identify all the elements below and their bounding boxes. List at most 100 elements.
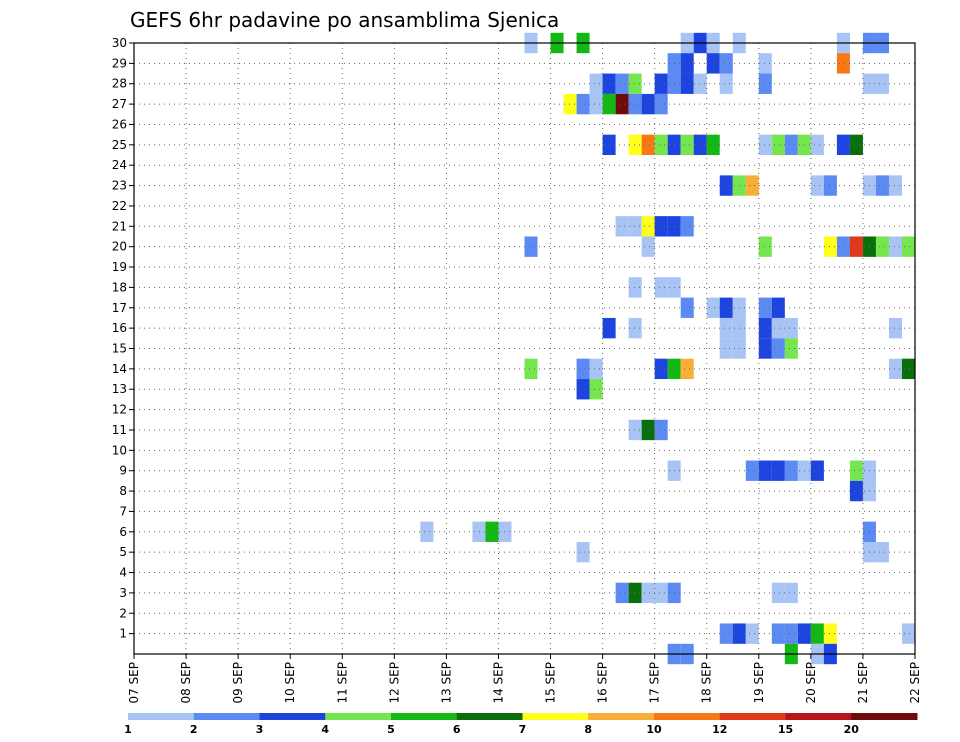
ensemble-cell (615, 93, 629, 115)
ensemble-cell (654, 134, 668, 156)
ensemble-cell (888, 358, 902, 380)
colorbar-segment (785, 713, 852, 720)
ensemble-cell (706, 134, 720, 156)
ensemble-cell (589, 379, 603, 400)
ensemble-cell (719, 317, 733, 339)
x-tick-label: 14 SEP (491, 662, 505, 704)
y-tick-label: 22 (112, 199, 127, 213)
ensemble-cell (693, 73, 707, 94)
ensemble-cell (719, 297, 733, 318)
ensemble-cell (654, 277, 668, 298)
ensemble-cell (888, 236, 902, 257)
y-tick-label: 10 (112, 443, 127, 457)
colorbar-label: 20 (844, 723, 860, 736)
ensemble-cell (654, 93, 668, 115)
ensemble-cell (472, 521, 486, 542)
colorbar-label: 6 (453, 723, 461, 736)
ensemble-cell (771, 317, 785, 339)
x-tick-label: 16 SEP (596, 662, 610, 704)
colorbar-segment (128, 713, 195, 720)
colorbar-label: 12 (712, 723, 727, 736)
ensemble-cell (420, 521, 434, 542)
ensemble-cell (784, 582, 798, 604)
y-tick-label: 9 (119, 464, 127, 478)
ensemble-cell (680, 358, 694, 380)
colorbar-label: 4 (321, 723, 329, 736)
ensemble-cell (745, 623, 759, 644)
ensemble-cell (680, 53, 694, 74)
y-tick-label: 25 (112, 138, 127, 152)
ensemble-cell (784, 317, 798, 339)
ensemble-cell (654, 216, 668, 237)
ensemble-cell (680, 73, 694, 94)
ensemble-cell (628, 317, 642, 339)
ensemble-cell (836, 53, 850, 74)
y-tick-label: 3 (119, 586, 127, 600)
y-tick-label: 7 (119, 504, 127, 518)
x-tick-label: 19 SEP (752, 662, 766, 704)
x-tick-label: 20 SEP (804, 662, 818, 704)
colorbar-label: 2 (190, 723, 198, 736)
ensemble-cell (784, 460, 798, 481)
x-tick-label: 17 SEP (648, 662, 662, 704)
ensemble-cell (719, 338, 733, 359)
x-axis: 07 SEP 08 SEP 09 SEP 10 SEP 11 SEP 12 SEP 13 S… (127, 654, 922, 704)
colorbar-label: 8 (584, 723, 592, 736)
colorbar-segment (522, 713, 589, 720)
x-tick-label: 12 SEP (387, 662, 401, 704)
ensemble-cell (706, 297, 720, 318)
ensemble-cell (758, 53, 772, 74)
ensemble-cell (784, 134, 798, 156)
ensemble-cell (875, 175, 889, 196)
ensemble-cell (771, 460, 785, 481)
colorbar-label: 10 (646, 723, 662, 736)
ensemble-cell (901, 358, 915, 380)
y-axis: 1234567891011121314151617181920212223242… (112, 36, 134, 641)
ensemble-cell (849, 460, 863, 481)
colorbar-label: 15 (778, 723, 793, 736)
ensemble-cell (875, 73, 889, 94)
ensemble-cell (628, 582, 642, 604)
y-tick-label: 28 (112, 77, 127, 91)
x-tick-label: 10 SEP (283, 662, 297, 704)
ensemble-cell (641, 216, 655, 237)
grid-lines (134, 43, 915, 654)
ensemble-cell (563, 93, 577, 115)
ensemble-cell (628, 277, 642, 298)
ensemble-cell (615, 73, 629, 94)
ensemble-cell (810, 623, 824, 644)
ensemble-cell (719, 53, 733, 74)
ensemble-cell (771, 623, 785, 644)
chart-title: GEFS 6hr padavine po ansamblima Sjenica (130, 8, 559, 32)
colorbar-segment (259, 713, 326, 720)
ensemble-cell (771, 297, 785, 318)
x-tick-label: 18 SEP (700, 662, 714, 704)
ensemble-cell (641, 93, 655, 115)
y-tick-label: 20 (112, 240, 127, 254)
colorbar-segment (719, 713, 786, 720)
ensemble-cell (485, 521, 499, 542)
y-tick-label: 17 (112, 301, 127, 315)
ensemble-cell (628, 419, 642, 441)
x-tick-label: 21 SEP (856, 662, 870, 704)
ensemble-cell (615, 582, 629, 604)
ensemble-cell (576, 93, 590, 115)
ensemble-cell (589, 73, 603, 94)
ensemble-cell (654, 582, 668, 604)
ensemble-cell (823, 236, 837, 257)
y-tick-label: 29 (112, 56, 127, 70)
y-tick-label: 2 (119, 606, 127, 620)
colorbar: 1 2 3 4 5 6 7 8 10 12 15 20 (124, 713, 918, 736)
ensemble-cell (758, 134, 772, 156)
ensemble-cell (589, 93, 603, 115)
ensemble-cell (758, 73, 772, 94)
y-tick-label: 14 (112, 362, 127, 376)
ensemble-cell (654, 419, 668, 441)
ensemble-cell (784, 338, 798, 359)
y-tick-label: 1 (119, 627, 127, 641)
ensemble-cell (758, 338, 772, 359)
ensemble-cell (576, 358, 590, 380)
ensemble-cell (875, 236, 889, 257)
colorbar-segment (588, 713, 655, 720)
